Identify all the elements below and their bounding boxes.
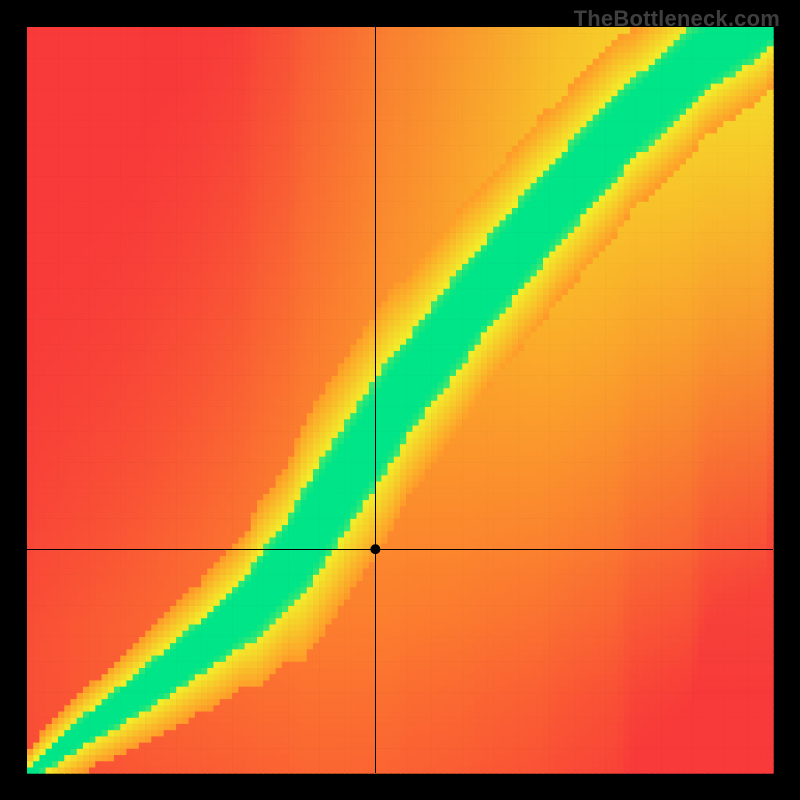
watermark-text: TheBottleneck.com (574, 6, 780, 32)
chart-container: TheBottleneck.com (0, 0, 800, 800)
bottleneck-heatmap (0, 0, 800, 800)
